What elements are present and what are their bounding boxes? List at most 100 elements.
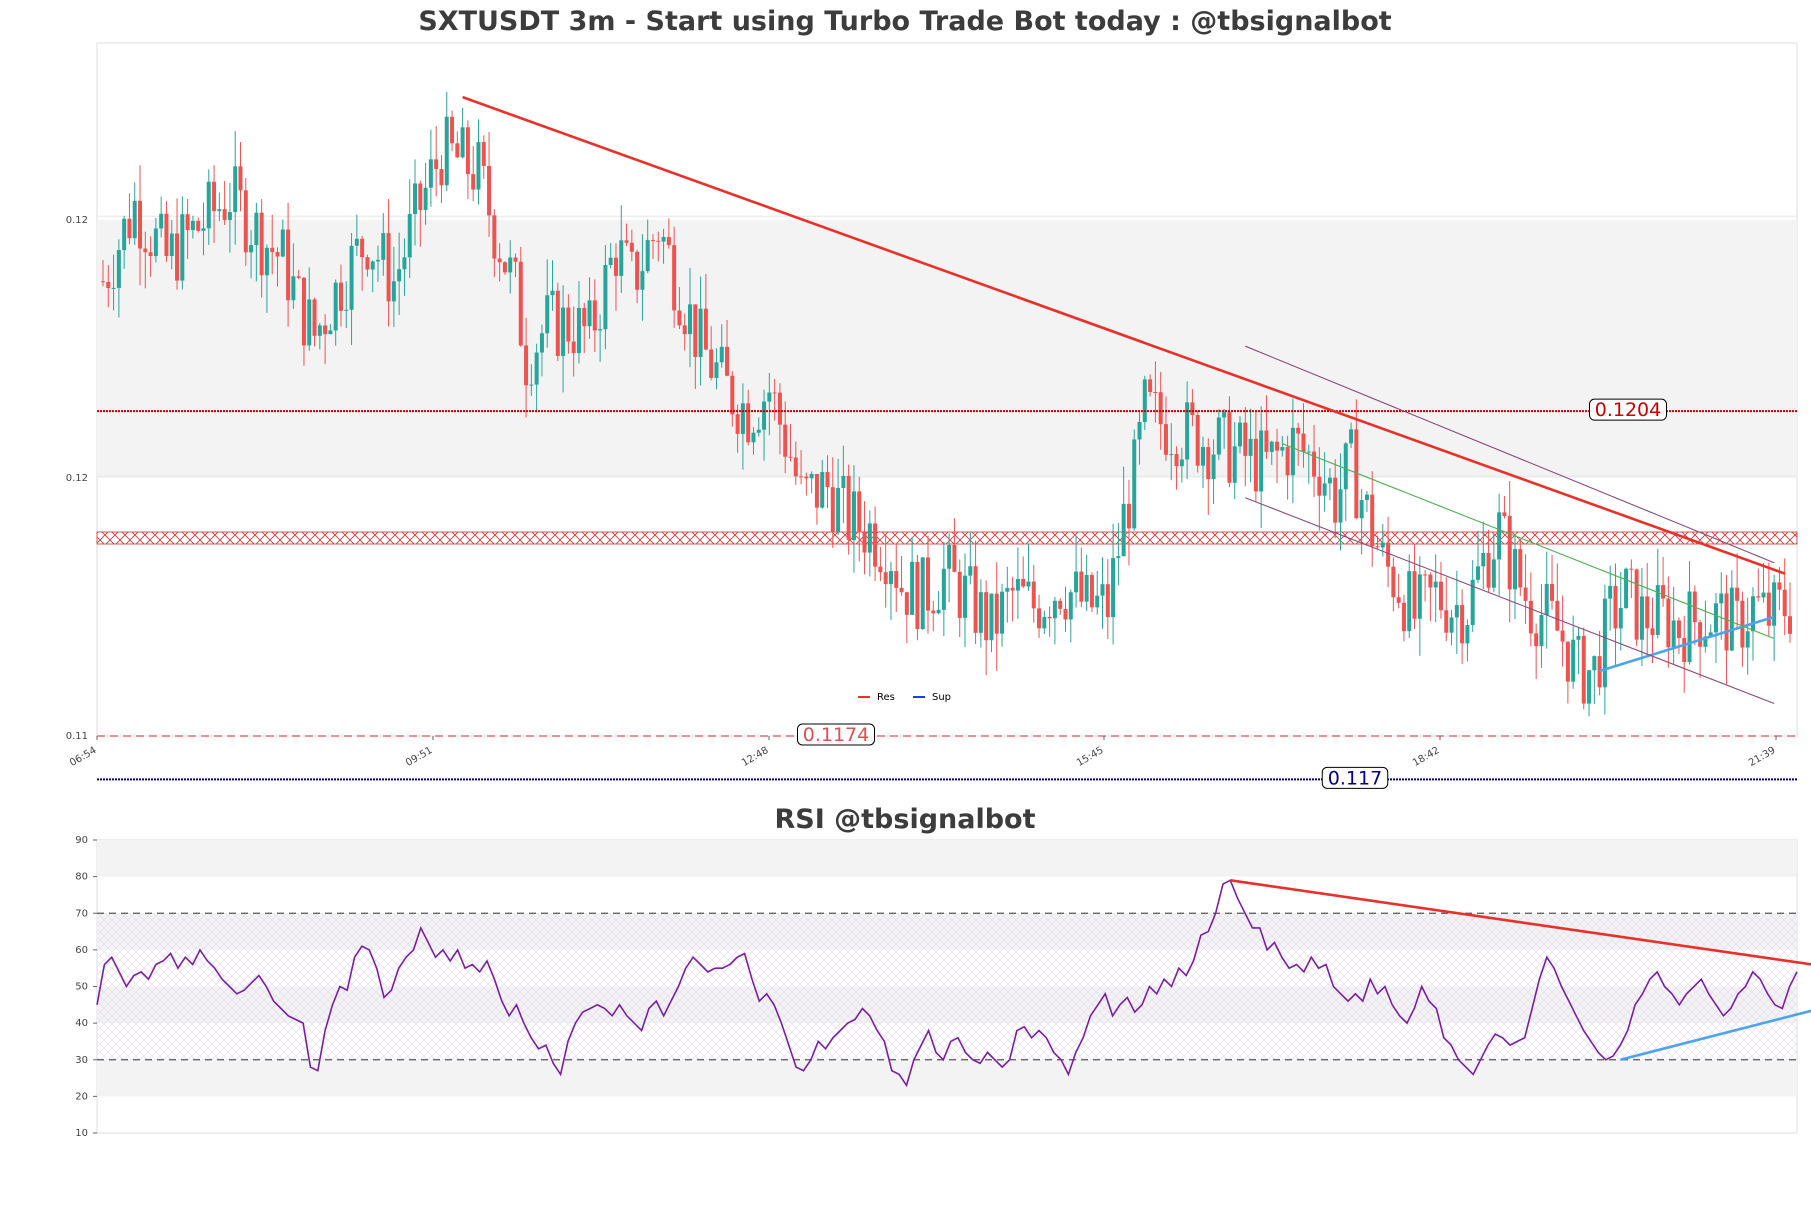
- price-level-lines: [97, 410, 1797, 781]
- candle-body: [1052, 600, 1057, 619]
- candle-body: [1089, 574, 1094, 608]
- candle-body: [793, 457, 798, 477]
- price-x-tick-label: 21:39: [1747, 745, 1777, 769]
- candle-body: [1216, 417, 1221, 455]
- candle-body: [746, 403, 751, 443]
- rsi-band: [97, 1059, 1797, 1097]
- candle-body: [1200, 447, 1205, 466]
- candle-body: [1058, 600, 1063, 609]
- candle-body: [709, 349, 714, 378]
- candle-body: [365, 257, 370, 270]
- candle-body: [1698, 622, 1703, 647]
- candle-body: [984, 592, 989, 641]
- candle-body: [270, 247, 275, 253]
- candle-body: [1285, 447, 1290, 476]
- candle-body: [1275, 441, 1280, 451]
- level-label-box: [1321, 766, 1389, 789]
- candle-body: [1639, 596, 1644, 640]
- candle-body: [672, 245, 677, 311]
- candle-body: [629, 242, 634, 252]
- candle-body: [1354, 429, 1359, 519]
- candle-body: [920, 557, 925, 630]
- candle-body: [688, 304, 693, 335]
- candle-body: [936, 609, 941, 614]
- candle-body: [1396, 597, 1401, 603]
- candle-body: [1513, 549, 1518, 590]
- candle-body: [539, 333, 544, 353]
- candle-body: [1111, 558, 1116, 618]
- candle-body: [381, 233, 386, 260]
- candle-body: [132, 200, 137, 239]
- candle-body: [338, 282, 343, 311]
- candle-body: [238, 166, 243, 191]
- candle-body: [1021, 578, 1026, 587]
- candle-body: [301, 277, 306, 346]
- candle-body: [1576, 635, 1581, 640]
- candle-body: [1153, 392, 1158, 394]
- trendline-mid: [1282, 443, 1775, 640]
- candle-body: [1327, 477, 1332, 484]
- candle-body: [508, 257, 513, 273]
- candle-body: [101, 281, 105, 283]
- candle-body: [333, 282, 338, 331]
- candle-body: [762, 401, 767, 430]
- candle-body: [1682, 637, 1687, 663]
- candle-body: [624, 240, 629, 243]
- candle-body: [413, 183, 418, 214]
- candle-body: [169, 233, 174, 256]
- candle-body: [529, 384, 534, 386]
- candle-body: [814, 473, 819, 508]
- candle-body: [1116, 556, 1121, 559]
- candle-body: [899, 587, 904, 593]
- candle-body: [1756, 596, 1761, 598]
- candle-body: [931, 610, 936, 614]
- candle-body: [1195, 414, 1200, 466]
- candle-body: [111, 287, 116, 289]
- candle-body: [455, 143, 460, 158]
- candle-body: [714, 362, 719, 378]
- candle-body: [1655, 585, 1660, 636]
- candle-body: [1243, 422, 1248, 456]
- candle-body: [730, 375, 735, 415]
- candle-body: [1713, 603, 1718, 633]
- candle-body: [1560, 630, 1565, 642]
- candle-body: [1074, 571, 1079, 593]
- price-chart-title: SXTUSDT 3m - Start using Turbo Trade Bot…: [418, 6, 1391, 37]
- candle-body: [360, 238, 365, 258]
- candle-body: [354, 238, 359, 246]
- candle-body: [1222, 412, 1227, 418]
- candle-body: [296, 276, 301, 278]
- candle-body: [1084, 574, 1089, 602]
- candle-body: [873, 523, 878, 567]
- candle-body: [1312, 451, 1317, 477]
- candle-body: [1666, 598, 1671, 648]
- rsi-band: [97, 840, 1797, 877]
- candle-body: [555, 290, 560, 356]
- candle-body: [1444, 610, 1449, 633]
- candle-body: [1486, 553, 1491, 588]
- rsi-trendline-resistance: [1230, 879, 1811, 966]
- candle-body: [788, 456, 793, 458]
- price-legend: Res Sup: [858, 692, 951, 703]
- candle-body: [957, 571, 962, 618]
- candle-body: [1238, 422, 1243, 447]
- price-x-tick-label: 09:51: [404, 745, 434, 769]
- candle-body: [1290, 427, 1295, 476]
- candle-body: [804, 476, 809, 479]
- candle-body: [1481, 553, 1486, 567]
- candle-body: [1185, 402, 1190, 460]
- candle-body: [1132, 439, 1137, 529]
- candle-body: [592, 300, 597, 331]
- candle-body: [1460, 605, 1465, 644]
- candle-body: [1359, 500, 1364, 519]
- price-x-axis: 06:54 09:51 12:48 15:45 18:42 21:39: [68, 736, 1778, 769]
- candle-body: [1380, 542, 1385, 548]
- candle-body: [809, 473, 814, 479]
- candle-body: [254, 212, 259, 246]
- candle-body: [635, 251, 640, 290]
- candle-body: [518, 261, 523, 346]
- candle-body: [1608, 585, 1613, 599]
- candle-body: [513, 257, 518, 262]
- candle-body: [122, 218, 127, 251]
